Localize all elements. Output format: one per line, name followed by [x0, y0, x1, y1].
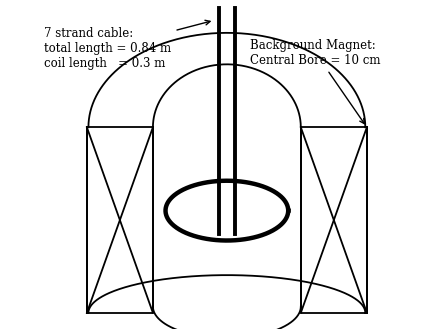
Text: 7 strand cable:
total length = 0.84 m
coil length   = 0.3 m: 7 strand cable: total length = 0.84 m co… [44, 20, 210, 70]
Text: Background Magnet:
Central Bore = 10 cm: Background Magnet: Central Bore = 10 cm [251, 39, 381, 124]
